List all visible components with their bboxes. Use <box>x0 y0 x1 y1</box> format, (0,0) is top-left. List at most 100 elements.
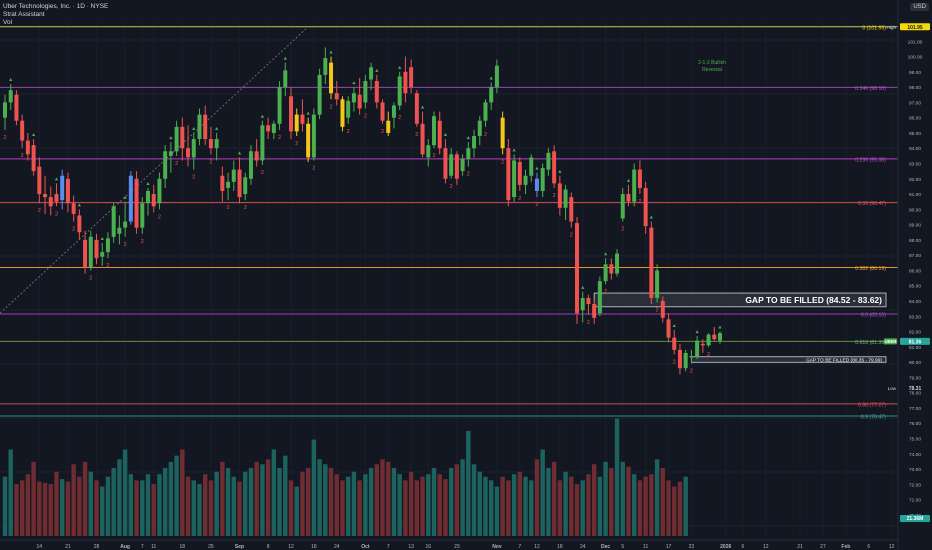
volume-bar <box>426 474 431 536</box>
volume-bar <box>626 466 631 536</box>
time-tick: 18 <box>180 544 186 550</box>
candle-body <box>351 93 356 103</box>
fib-label: 0.88 (77.27) <box>858 402 886 408</box>
candle-body <box>575 223 579 314</box>
candle-body <box>672 337 677 350</box>
candle-body <box>54 194 59 202</box>
time-tick: 7 <box>387 544 390 550</box>
candle-body <box>357 94 362 109</box>
candle-body <box>208 139 213 149</box>
time-tick: 8 <box>267 544 270 550</box>
volume-bar <box>231 476 236 536</box>
candle-body <box>197 114 202 140</box>
candle-body <box>168 151 173 156</box>
candle-body <box>689 356 694 358</box>
time-tick: 21 <box>65 544 71 550</box>
volume-bar <box>191 480 196 536</box>
volume-bar <box>597 476 603 536</box>
candle-body <box>48 197 53 207</box>
volume-bar <box>368 468 374 536</box>
candle-body <box>391 105 396 118</box>
price-tick: 87.00 <box>909 253 921 259</box>
price-tick: 75.00 <box>909 437 921 443</box>
volume-bar <box>225 468 231 536</box>
price-tick: 74.00 <box>909 452 921 458</box>
candle-body <box>609 264 614 274</box>
strat-arrow <box>215 126 219 130</box>
volume-bar <box>151 484 156 536</box>
volume-bar <box>637 480 643 536</box>
candle-body <box>231 169 236 182</box>
candle-body <box>329 62 334 94</box>
time-axis[interactable]: 14 21 28 Aug 7 11 18 25 Sep 8 12 18 24 Oct 7 13 16 23 Nov 7… <box>0 539 898 550</box>
volume-bar <box>466 430 471 536</box>
volume-bar <box>65 481 71 536</box>
price-tag-bg <box>900 384 930 392</box>
price-tick: 83.00 <box>909 314 921 320</box>
candle-body <box>557 183 562 208</box>
indicator-vol[interactable]: Vol <box>3 19 13 26</box>
candle-body <box>203 114 208 140</box>
candle-body <box>214 139 219 149</box>
candle-body <box>403 71 408 94</box>
candle-body <box>454 154 459 179</box>
price-tick: 71.00 <box>909 498 921 504</box>
candle-body <box>569 197 574 222</box>
candle-body <box>683 352 688 369</box>
volume-bar <box>37 481 42 536</box>
candle-body <box>65 178 70 204</box>
candle-body <box>191 139 196 158</box>
time-tick: Oct <box>361 544 370 550</box>
strat-arrow <box>169 136 173 140</box>
candle-body <box>111 206 116 237</box>
strat-arrow <box>32 133 36 137</box>
candle-body <box>146 191 150 204</box>
candle-body <box>163 151 168 179</box>
candle-body <box>706 334 711 346</box>
candle-body <box>8 90 13 103</box>
volume-bar <box>88 471 93 536</box>
candle-body <box>346 100 351 118</box>
candle-body <box>380 102 385 121</box>
candle-body <box>294 114 299 132</box>
fib-label: 0.236 (95.38) <box>855 157 886 163</box>
strat-number: 2 <box>535 202 538 208</box>
volume-bar <box>294 486 299 536</box>
candle-body <box>266 125 271 132</box>
volume-bar <box>334 474 339 536</box>
volume-bar <box>477 471 482 536</box>
price-tag-bg <box>900 337 930 345</box>
price-tick: 79.00 <box>909 375 921 381</box>
candle-body <box>20 120 25 141</box>
candle-body <box>123 221 128 228</box>
candle-body <box>632 169 637 202</box>
price-axis[interactable]: 70.0071.0072.0073.0074.0075.0076.0077.00… <box>884 0 932 550</box>
candle-body <box>637 169 642 188</box>
volume-bar <box>534 459 540 536</box>
indicator-strat[interactable]: Strat Assistant <box>3 11 45 18</box>
strat-number: 2 <box>124 242 127 248</box>
candle-body <box>580 297 585 311</box>
gap-label: GAP TO BE FILLED (80.35 - 79.99) <box>806 357 882 363</box>
candle-body <box>712 334 717 340</box>
strat-number: 2 <box>450 184 453 190</box>
price-tick: 80.00 <box>909 360 921 366</box>
volume-bar <box>546 468 551 536</box>
fib-label: 0.33 (90.47) <box>858 201 886 207</box>
currency-badge[interactable]: USD <box>910 3 929 11</box>
candle-body <box>700 343 705 346</box>
strat-arrow <box>192 126 196 130</box>
candle-body <box>317 74 322 115</box>
price-tick: 81.00 <box>909 345 921 351</box>
strat-number: 2 <box>621 227 624 233</box>
strat-number: 2 <box>38 208 41 214</box>
candle-body <box>311 114 316 158</box>
volume-bar <box>311 439 317 536</box>
strat-arrow <box>306 111 310 115</box>
price-tick: 77.00 <box>909 406 921 412</box>
strat-number: 2 <box>484 132 487 138</box>
volume-bar <box>632 474 637 536</box>
volume-bar <box>574 484 580 536</box>
strat-arrow <box>283 56 287 60</box>
